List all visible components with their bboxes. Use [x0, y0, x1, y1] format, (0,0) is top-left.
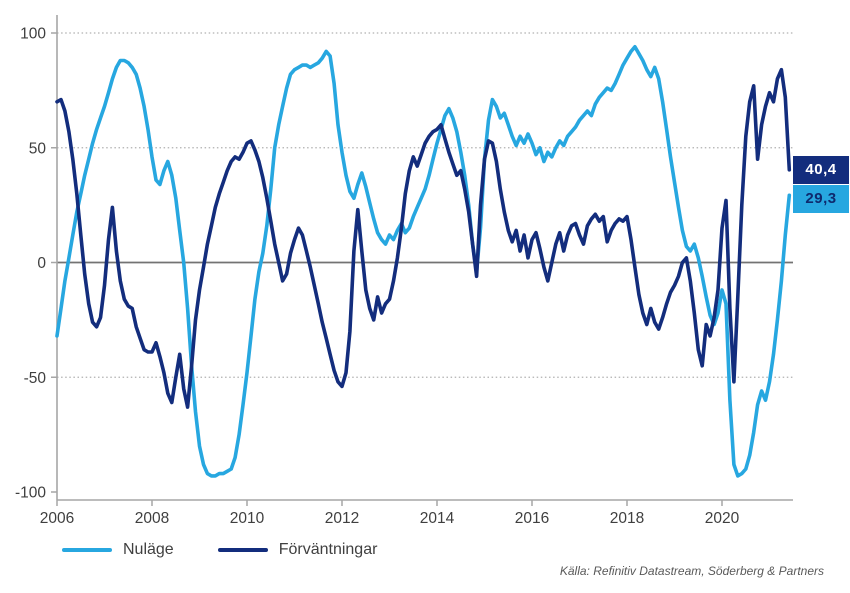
legend-item-nulage: Nuläge	[62, 541, 174, 559]
x-tick-label: 2010	[230, 510, 265, 527]
x-tick-label: 2006	[40, 510, 74, 527]
x-tick-label: 2016	[515, 510, 549, 527]
x-tick-label: 2020	[705, 510, 740, 527]
source-note: Källa: Refinitiv Datastream, Söderberg &…	[559, 564, 824, 578]
x-tick-label: 2014	[420, 510, 455, 527]
y-tick-label: 0	[37, 255, 46, 272]
x-tick-label: 2018	[610, 510, 644, 527]
latest-value-nulage: 29,3	[793, 185, 849, 213]
y-tick-label: 100	[20, 26, 46, 43]
latest-value-forvantningar: 40,4	[793, 156, 849, 184]
x-tick-label: 2012	[325, 510, 359, 527]
nulage-line-swatch	[62, 548, 112, 552]
legend-label-nulage: Nuläge	[123, 541, 174, 558]
legend-label-forvantningar: Förväntningar	[278, 541, 378, 558]
legend: Nuläge Förväntningar	[62, 541, 421, 559]
forvantningar-line-swatch	[217, 548, 268, 552]
y-tick-label: -50	[24, 370, 47, 387]
series-line-nulage	[55, 44, 792, 478]
y-tick-label: 50	[29, 140, 47, 157]
legend-item-forvantningar: Förväntningar	[217, 541, 378, 559]
series-line-forvantningar	[55, 67, 792, 409]
x-tick-label: 2008	[135, 510, 169, 527]
y-tick-label: -100	[15, 485, 46, 502]
